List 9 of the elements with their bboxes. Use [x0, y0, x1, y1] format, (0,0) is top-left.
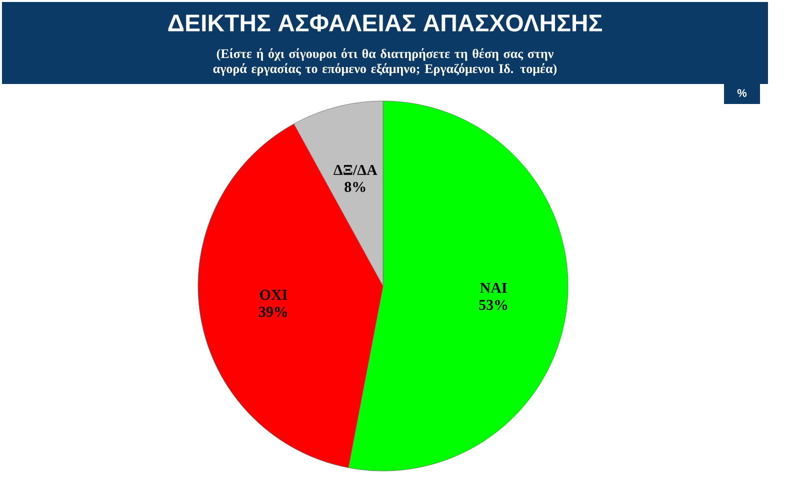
data-label: 39% [258, 306, 287, 317]
slice-label: ΔΞ/ΔΑ [334, 164, 378, 175]
data-label: 53% [479, 300, 508, 310]
data-label: 8% [344, 182, 366, 192]
chart-title: ΔΕΙΚΤΗΣ ΑΣΦΑΛΕΙΑΣ ΑΠΑΣΧΟΛΗΣΗΣ [168, 14, 602, 32]
chart-subtitle: (Είστε ή όχι σίγουροι ότι θα διατηρήσετε τη θέση σας στην αγορά εργασίας το επόμενο εξάμηνο; Εργαζόμενοι Ιδ. τομέα) [213, 48, 557, 76]
slice-label: ΝΑΙ [480, 282, 507, 293]
text: % [737, 89, 747, 97]
slice-label: ΟΧΙ [260, 290, 288, 300]
